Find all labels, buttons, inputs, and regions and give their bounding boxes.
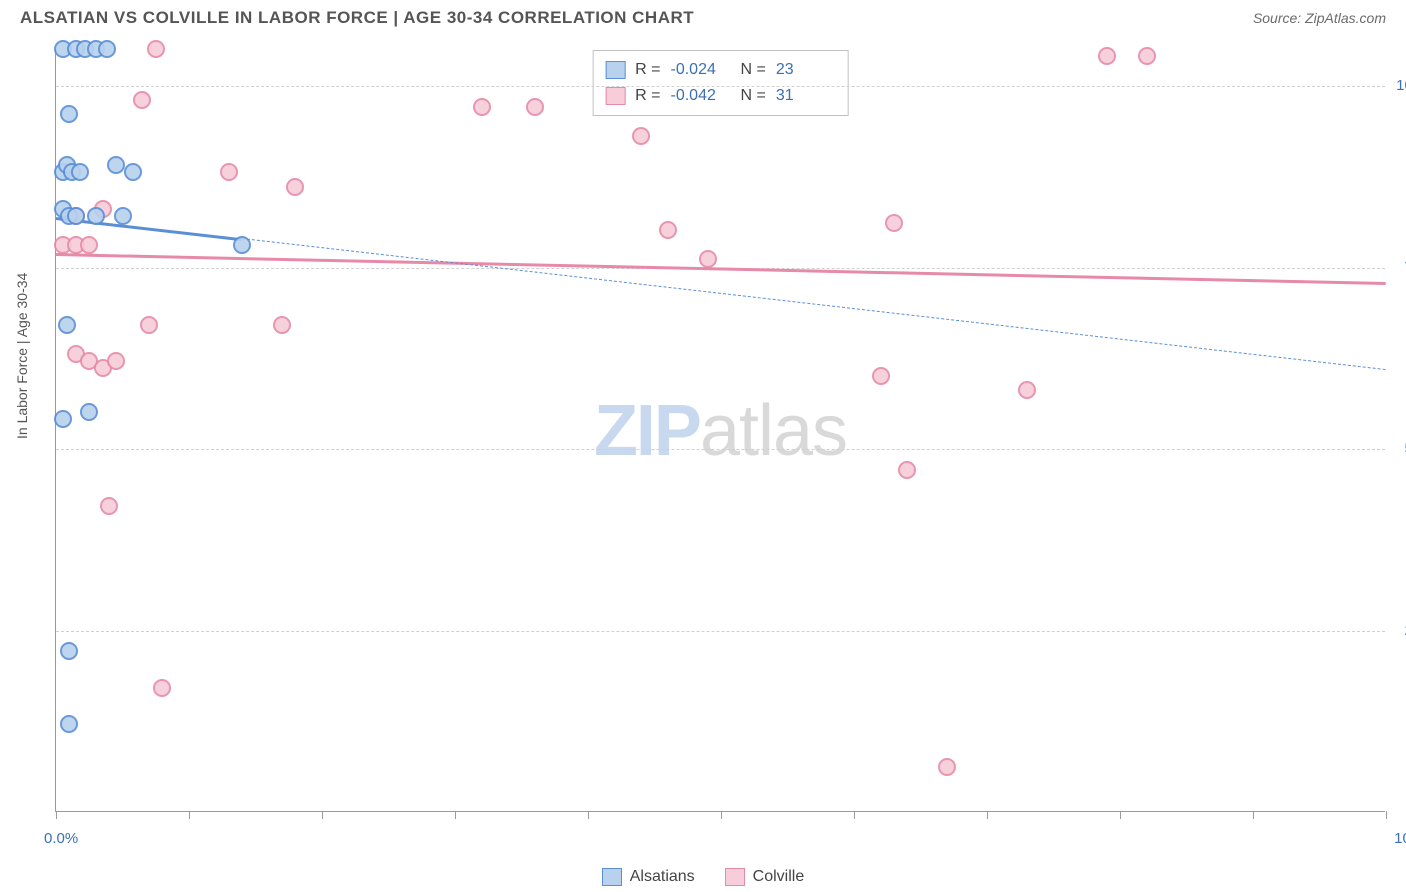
data-point xyxy=(220,163,238,181)
x-tick-label: 0.0% xyxy=(44,830,78,847)
scatter-plot: ZIPatlas R = -0.024 N = 23 R = -0.042 N … xyxy=(55,50,1385,812)
x-tick xyxy=(189,811,190,819)
data-point xyxy=(273,316,291,334)
x-tick xyxy=(1386,811,1387,819)
y-tick-label: 50.0% xyxy=(1389,440,1406,457)
data-point xyxy=(114,207,132,225)
data-point xyxy=(100,497,118,515)
x-tick xyxy=(1120,811,1121,819)
data-point xyxy=(80,236,98,254)
data-point xyxy=(107,156,125,174)
data-point xyxy=(898,461,916,479)
data-point xyxy=(1098,47,1116,65)
data-point xyxy=(526,98,544,116)
stats-legend: R = -0.024 N = 23 R = -0.042 N = 31 xyxy=(592,50,849,116)
data-point xyxy=(659,221,677,239)
x-tick xyxy=(721,811,722,819)
y-axis-label: In Labor Force | Age 30-34 xyxy=(14,273,30,439)
swatch-colville xyxy=(725,868,745,886)
r-label: R = xyxy=(635,87,660,105)
x-tick-label: 100.0% xyxy=(1394,830,1406,847)
swatch-alsatians xyxy=(605,61,625,79)
data-point xyxy=(286,178,304,196)
data-point xyxy=(938,758,956,776)
data-point xyxy=(872,367,890,385)
watermark: ZIPatlas xyxy=(594,390,847,472)
y-tick-label: 100.0% xyxy=(1389,77,1406,94)
x-tick xyxy=(56,811,57,819)
x-tick xyxy=(588,811,589,819)
data-point xyxy=(107,352,125,370)
r-value-colville: -0.042 xyxy=(671,87,731,105)
data-point xyxy=(133,91,151,109)
trend-line xyxy=(242,238,1386,370)
legend-item-alsatians: Alsatians xyxy=(602,868,695,886)
gridline xyxy=(56,86,1385,87)
r-value-alsatians: -0.024 xyxy=(671,61,731,79)
legend-label-colville: Colville xyxy=(753,868,805,886)
series-legend: Alsatians Colville xyxy=(0,868,1406,886)
gridline xyxy=(56,631,1385,632)
data-point xyxy=(1018,381,1036,399)
data-point xyxy=(71,163,89,181)
r-label: R = xyxy=(635,61,660,79)
stats-row-alsatians: R = -0.024 N = 23 xyxy=(605,57,836,83)
trend-line xyxy=(56,253,1386,285)
data-point xyxy=(1138,47,1156,65)
data-point xyxy=(147,40,165,58)
data-point xyxy=(140,316,158,334)
chart-title: ALSATIAN VS COLVILLE IN LABOR FORCE | AG… xyxy=(20,8,694,28)
data-point xyxy=(67,207,85,225)
data-point xyxy=(699,250,717,268)
data-point xyxy=(98,40,116,58)
data-point xyxy=(473,98,491,116)
y-tick-label: 75.0% xyxy=(1389,259,1406,276)
watermark-atlas: atlas xyxy=(700,391,847,471)
n-label: N = xyxy=(741,61,766,79)
n-value-colville: 31 xyxy=(776,87,836,105)
n-label: N = xyxy=(741,87,766,105)
data-point xyxy=(60,642,78,660)
x-tick xyxy=(1253,811,1254,819)
watermark-zip: ZIP xyxy=(594,391,700,471)
x-tick xyxy=(455,811,456,819)
x-tick xyxy=(987,811,988,819)
legend-label-alsatians: Alsatians xyxy=(630,868,695,886)
data-point xyxy=(54,410,72,428)
n-value-alsatians: 23 xyxy=(776,61,836,79)
data-point xyxy=(60,715,78,733)
data-point xyxy=(153,679,171,697)
swatch-alsatians xyxy=(602,868,622,886)
swatch-colville xyxy=(605,87,625,105)
y-tick-label: 25.0% xyxy=(1389,622,1406,639)
data-point xyxy=(80,403,98,421)
data-point xyxy=(632,127,650,145)
source-label: Source: ZipAtlas.com xyxy=(1253,10,1386,26)
x-tick xyxy=(854,811,855,819)
x-tick xyxy=(322,811,323,819)
data-point xyxy=(885,214,903,232)
legend-item-colville: Colville xyxy=(725,868,805,886)
data-point xyxy=(58,316,76,334)
gridline xyxy=(56,449,1385,450)
data-point xyxy=(87,207,105,225)
data-point xyxy=(124,163,142,181)
data-point xyxy=(60,105,78,123)
data-point xyxy=(233,236,251,254)
